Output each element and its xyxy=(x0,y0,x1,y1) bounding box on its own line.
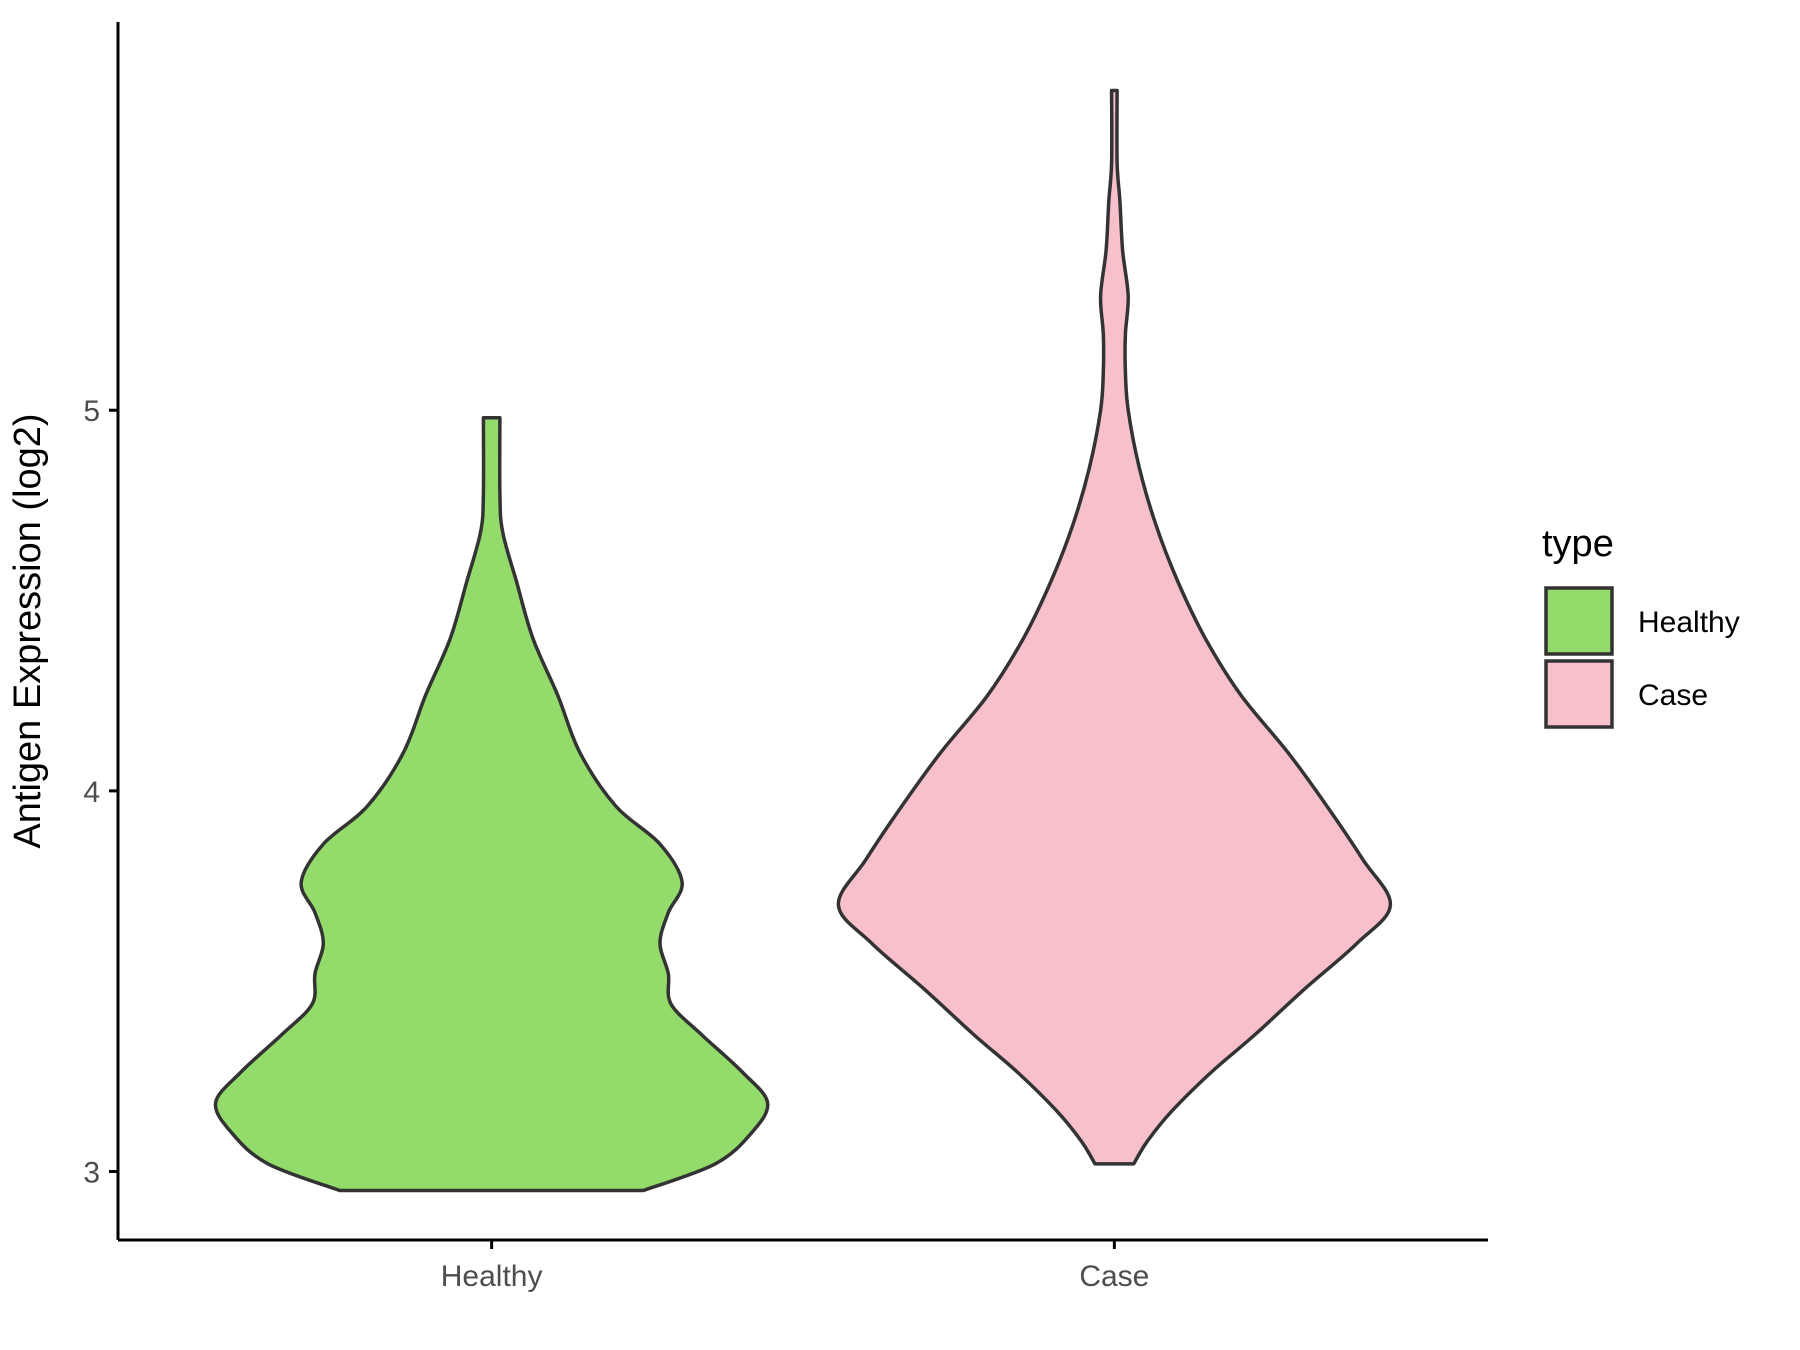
legend-key-healthy xyxy=(1544,586,1614,656)
x-tick-label: Case xyxy=(1079,1260,1149,1293)
x-ticks: Healthy Case xyxy=(441,1240,1149,1293)
legend-title: type xyxy=(1542,523,1614,565)
y-tick-label: 3 xyxy=(83,1156,100,1189)
legend-items: Healthy Case xyxy=(1544,586,1740,729)
x-tick-label: Healthy xyxy=(441,1260,543,1293)
y-axis-title: Antigen Expression (log2) xyxy=(7,413,49,848)
legend-label-case: Case xyxy=(1638,679,1708,712)
violin-layer xyxy=(213,88,1393,1193)
y-tick-label: 5 xyxy=(83,395,100,428)
legend-label-healthy: Healthy xyxy=(1638,606,1740,639)
y-tick-label: 4 xyxy=(83,776,100,809)
violin-healthy xyxy=(213,416,770,1193)
y-ticks: 3 4 5 xyxy=(83,395,118,1189)
legend: type Healthy Case xyxy=(1542,523,1740,729)
violin-case xyxy=(836,88,1393,1166)
legend-key-case xyxy=(1544,659,1614,729)
